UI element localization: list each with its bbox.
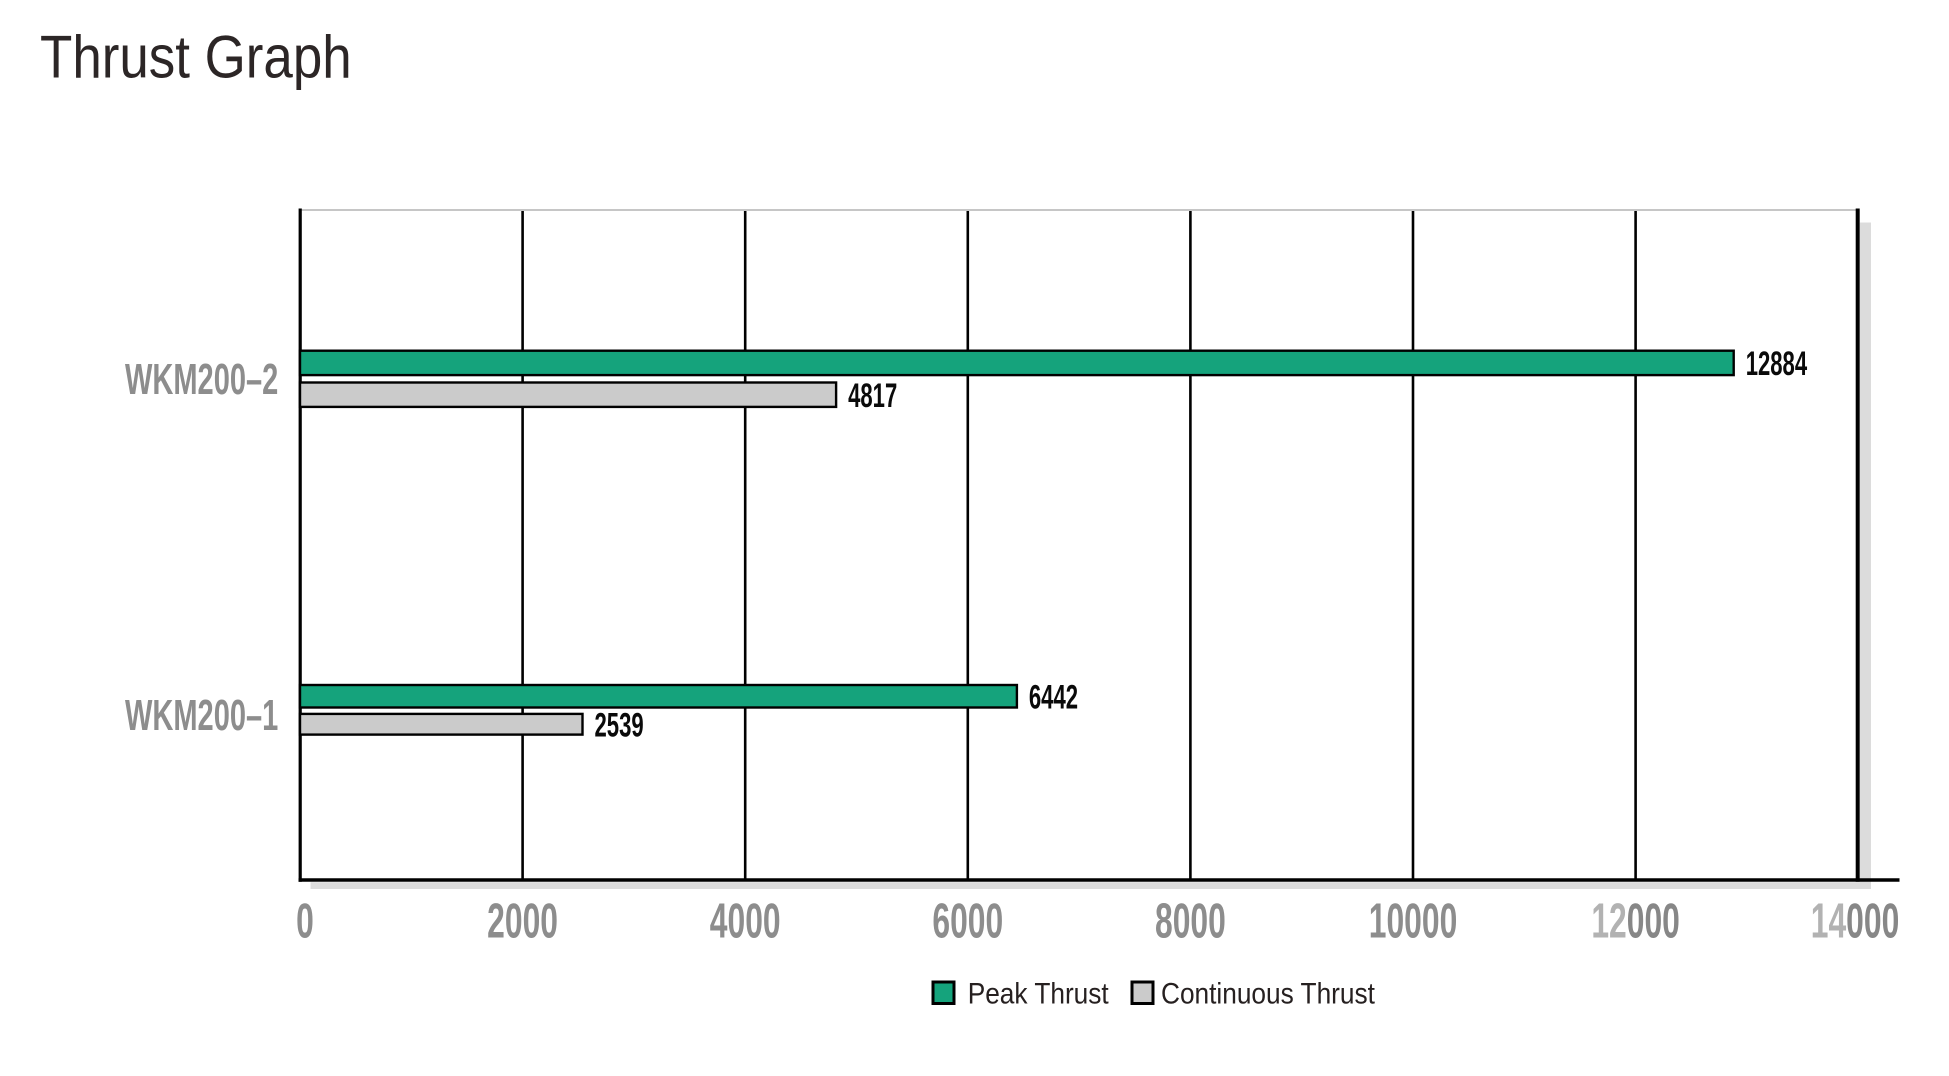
svg-text:6000: 6000 <box>932 894 1003 949</box>
svg-text:12884: 12884 <box>1746 345 1807 383</box>
svg-text:10000: 10000 <box>1369 894 1458 949</box>
svg-text:Thrust Graph: Thrust Graph <box>40 23 352 90</box>
svg-text:WKM200–2: WKM200–2 <box>125 354 278 404</box>
svg-text:8000: 8000 <box>1155 894 1226 949</box>
svg-text:2539: 2539 <box>595 707 644 745</box>
svg-text:6442: 6442 <box>1029 679 1078 717</box>
svg-text:4000: 4000 <box>710 894 781 949</box>
svg-text:Continuous Thrust: Continuous Thrust <box>1161 977 1375 1010</box>
svg-text:4817: 4817 <box>848 377 897 415</box>
svg-text:Peak Thrust: Peak Thrust <box>968 977 1109 1010</box>
svg-text:2000: 2000 <box>487 894 558 949</box>
svg-text:0: 0 <box>296 894 314 949</box>
svg-text:14000: 14000 <box>1811 894 1900 949</box>
svg-text:WKM200–1: WKM200–1 <box>125 690 278 740</box>
svg-text:12000: 12000 <box>1591 894 1680 949</box>
